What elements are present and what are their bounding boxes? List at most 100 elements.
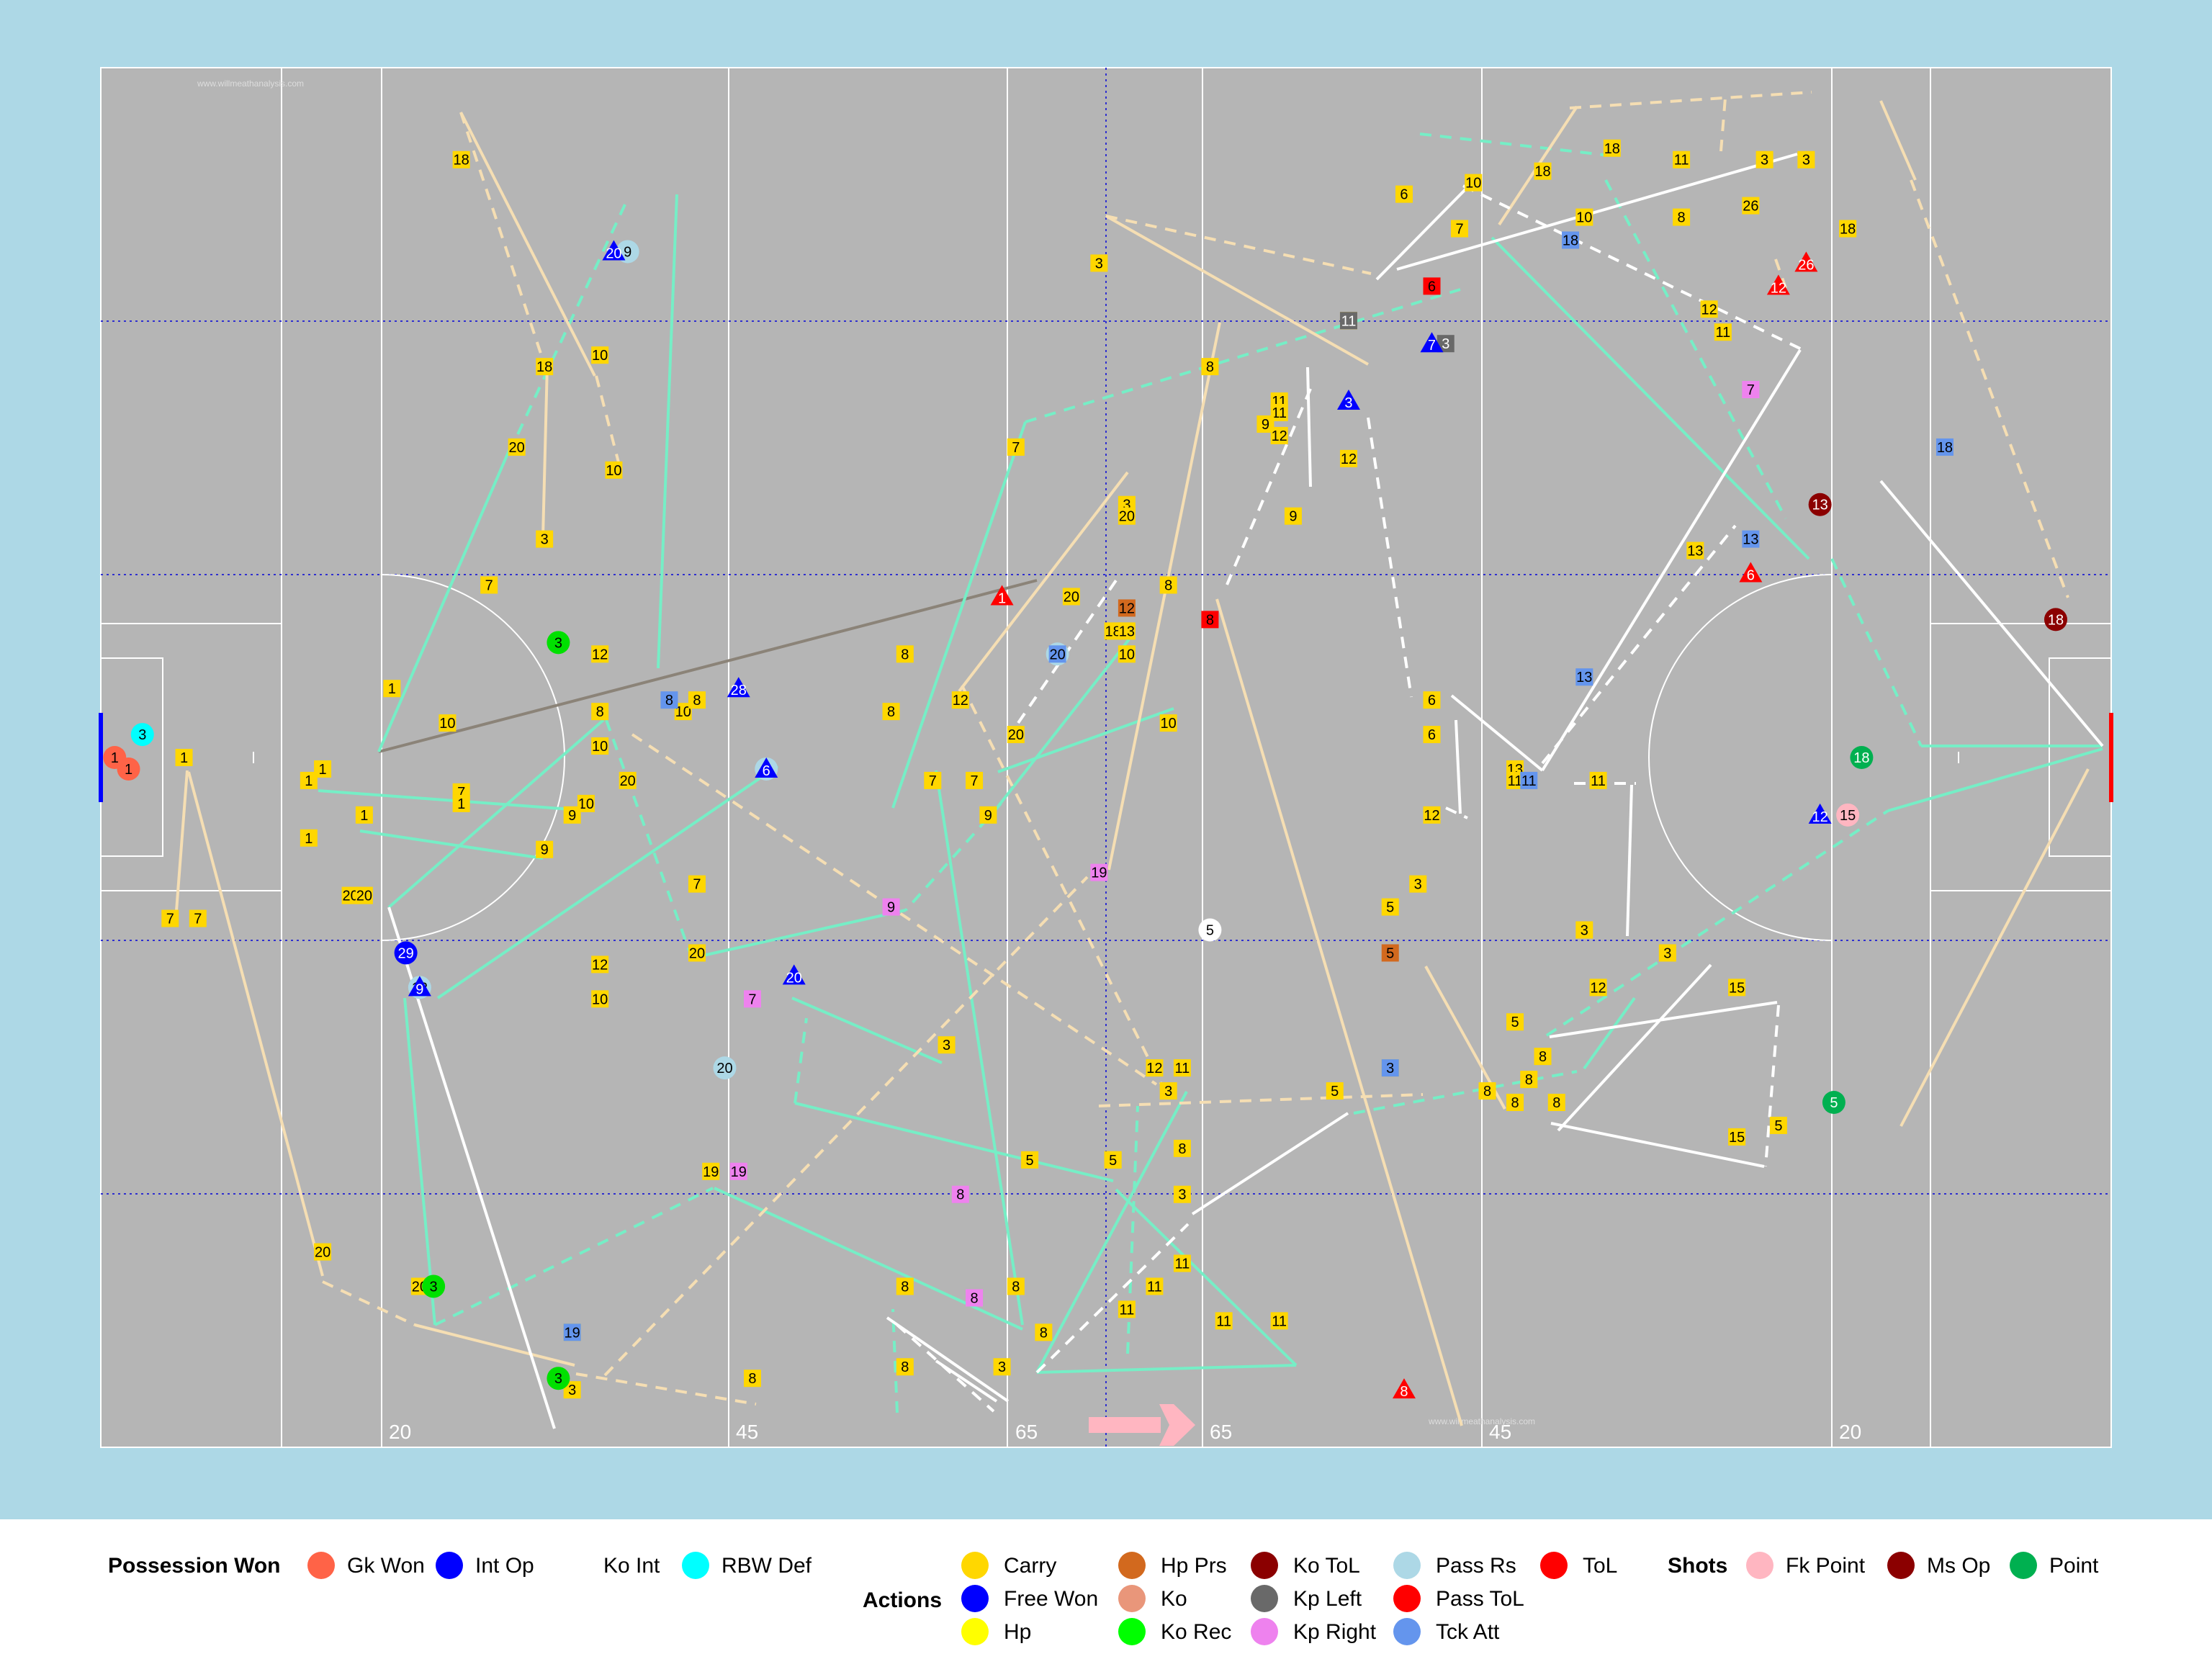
carry-marker bbox=[1547, 1094, 1565, 1111]
carry-line bbox=[1107, 322, 1221, 871]
free-won-marker bbox=[782, 964, 806, 985]
carry-marker bbox=[1118, 1300, 1136, 1318]
carry-marker-label: 18 bbox=[1534, 164, 1550, 180]
carry-marker bbox=[605, 461, 623, 479]
free-won-marker-label: 28 bbox=[731, 683, 747, 698]
shot-marker bbox=[1808, 493, 1832, 516]
pass-line-dashed bbox=[1830, 558, 1923, 747]
kickout-marker bbox=[729, 1162, 747, 1180]
carry-marker-label: 9 bbox=[568, 808, 576, 824]
kickout-marker-label: 19 bbox=[731, 1164, 747, 1180]
carry-marker-label: 20 bbox=[1119, 509, 1135, 525]
white-pass-line-dashed bbox=[896, 1323, 995, 1413]
carry-marker-label: 1 bbox=[319, 762, 327, 778]
shot-marker bbox=[1822, 1091, 1845, 1114]
turnover-marker bbox=[1766, 274, 1790, 295]
carry-line-dashed bbox=[595, 375, 621, 466]
kickout-marker bbox=[951, 1185, 969, 1203]
carry-marker-label: 20 bbox=[509, 440, 525, 456]
carry-marker bbox=[1159, 714, 1177, 732]
carry-marker bbox=[1090, 254, 1108, 272]
legend-swatch-action bbox=[1251, 1618, 1278, 1645]
pass-line-dashed bbox=[1353, 1070, 1578, 1115]
pass-line bbox=[1036, 1364, 1297, 1374]
carry-marker-label: 6 bbox=[1428, 727, 1436, 743]
kickout-marker bbox=[882, 898, 900, 916]
carry-marker bbox=[1270, 1312, 1288, 1330]
carry-marker-label: 3 bbox=[1761, 153, 1768, 168]
distance-label-65-left: 65 bbox=[1015, 1421, 1038, 1443]
legend-label-shot: Fk Point bbox=[1786, 1554, 1866, 1578]
legend-swatch-action bbox=[1251, 1552, 1278, 1579]
carry-marker-label: 15 bbox=[1729, 1130, 1745, 1146]
carry-marker-label: 9 bbox=[984, 808, 992, 824]
distance-label-45-right: 45 bbox=[1489, 1421, 1511, 1443]
carry-marker-label: 8 bbox=[901, 1359, 909, 1375]
carry-marker bbox=[1409, 875, 1427, 893]
carry-marker bbox=[1728, 979, 1746, 997]
carry-marker-label: 3 bbox=[1178, 1187, 1186, 1203]
carry-marker-label: 8 bbox=[1483, 1084, 1491, 1100]
free-won-marker bbox=[408, 976, 431, 997]
carry-marker-label: 3 bbox=[1802, 153, 1810, 168]
carry-marker-label: 9 bbox=[1262, 417, 1269, 433]
white-pass-line bbox=[886, 1316, 1010, 1403]
pass-turnover-marker bbox=[1201, 611, 1219, 629]
shot-marker bbox=[1850, 746, 1874, 769]
tackle-attempt-marker-label: 19 bbox=[565, 1325, 580, 1341]
carry-marker bbox=[938, 1036, 956, 1054]
carry-marker bbox=[896, 1358, 914, 1376]
carry-marker bbox=[1381, 898, 1399, 916]
carry-marker bbox=[1658, 944, 1676, 962]
carry-marker bbox=[161, 909, 179, 927]
carry-marker bbox=[882, 703, 900, 721]
legend-label-shot: Point bbox=[2049, 1554, 2099, 1578]
carry-marker-label: 8 bbox=[1164, 578, 1172, 594]
white-pass-line bbox=[1396, 153, 1798, 271]
carry-marker-label: 8 bbox=[1206, 359, 1214, 375]
carry-marker-label: 3 bbox=[568, 1382, 576, 1398]
white-pass-line bbox=[1550, 1122, 1765, 1168]
kickout-marker-label: 9 bbox=[887, 900, 895, 916]
free-won-marker-label: 12 bbox=[1812, 809, 1828, 825]
legend-swatch-action bbox=[961, 1585, 989, 1612]
pass-line bbox=[377, 441, 514, 752]
carry-marker bbox=[175, 749, 193, 766]
white-pass-line bbox=[1191, 1112, 1349, 1215]
carry-marker-label: 5 bbox=[1511, 1015, 1519, 1030]
possession-won-marker bbox=[1198, 918, 1222, 942]
carry-marker-label: 5 bbox=[1774, 1118, 1782, 1134]
kickout-marker-label: 7 bbox=[1747, 382, 1755, 398]
carry-marker bbox=[1700, 300, 1718, 318]
carry-marker-label: 8 bbox=[693, 693, 701, 709]
carry-marker bbox=[1589, 771, 1607, 789]
free-won-marker-label: 20 bbox=[786, 970, 802, 986]
free-won-marker-label: 20 bbox=[606, 246, 621, 261]
kickout-marker-label: 3 bbox=[1442, 336, 1449, 352]
tackle-attempt-marker bbox=[1742, 530, 1760, 548]
carry-marker-label: 8 bbox=[1012, 1279, 1020, 1295]
carry-marker bbox=[591, 990, 609, 1008]
carry-marker-label: 8 bbox=[1552, 1095, 1560, 1111]
kickout-marker-label: 5 bbox=[1386, 945, 1394, 961]
carry-marker-label: 8 bbox=[901, 647, 909, 662]
carry-marker bbox=[896, 645, 914, 663]
carry-marker bbox=[1159, 1082, 1177, 1100]
legend-label-action: Free Won bbox=[1004, 1587, 1098, 1611]
pass-line-dashed bbox=[793, 1017, 808, 1104]
carry-marker-label: 1 bbox=[180, 750, 188, 766]
legend-background bbox=[0, 1519, 2212, 1659]
carry-marker bbox=[1395, 185, 1413, 203]
carry-marker bbox=[563, 806, 581, 824]
carry-marker bbox=[966, 771, 984, 789]
white-pass-line bbox=[1879, 480, 2104, 747]
carry-line-dashed bbox=[631, 733, 1158, 1086]
legend-swatch-action bbox=[1393, 1618, 1421, 1645]
carry-marker bbox=[1673, 150, 1691, 168]
carry-marker bbox=[1173, 1254, 1191, 1272]
white-pass-line-dashed bbox=[1226, 388, 1312, 585]
legend-label-action: Carry bbox=[1004, 1554, 1056, 1578]
pass-line-dashed bbox=[1025, 288, 1461, 423]
carry-marker-label: 3 bbox=[943, 1038, 950, 1053]
